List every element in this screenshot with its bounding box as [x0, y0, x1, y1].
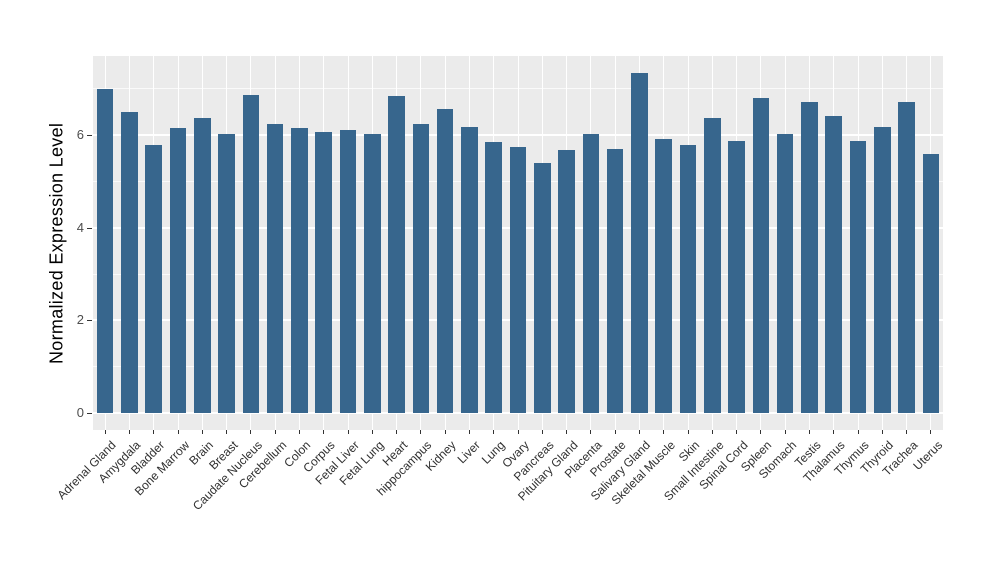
bar-thymus	[849, 141, 867, 413]
x-tick-label-liver: Liver	[455, 438, 484, 467]
bar-breast	[218, 133, 235, 413]
y-tick-label: 2	[76, 312, 84, 328]
x-tick-mark	[687, 430, 689, 434]
x-tick-mark	[930, 430, 932, 434]
x-tick-mark	[857, 430, 859, 434]
plot-panel	[93, 56, 943, 430]
bar-skeletal-muscle	[655, 138, 672, 413]
bar-cerebellum	[266, 124, 284, 413]
bar-trachea	[898, 101, 915, 413]
x-tick-mark	[590, 430, 592, 434]
bar-caudate-nucleus	[242, 95, 260, 413]
x-tick-mark	[906, 430, 908, 434]
bar-fetal-lung	[364, 133, 381, 413]
y-tick-label: 4	[76, 219, 84, 235]
bar-fetal-liver	[339, 129, 357, 413]
major-gridline	[93, 412, 943, 414]
y-tick-mark	[87, 135, 92, 137]
bar-uterus	[922, 153, 940, 413]
bar-corpus	[315, 132, 332, 413]
major-gridline	[93, 134, 943, 137]
bar-bone-marrow	[169, 128, 187, 413]
x-tick-mark	[736, 430, 738, 434]
x-tick-mark	[371, 430, 373, 434]
y-tick-mark	[87, 227, 92, 229]
bar-amygdala	[121, 111, 138, 413]
x-tick-mark	[347, 430, 349, 434]
y-tick-label: 6	[76, 127, 84, 143]
x-tick-mark	[444, 430, 446, 434]
x-tick-mark	[420, 430, 422, 434]
x-tick-mark	[541, 430, 543, 434]
x-tick-mark	[517, 430, 519, 434]
bar-placenta	[582, 133, 600, 413]
bar-stomach	[776, 133, 794, 413]
bar-pancreas	[534, 162, 551, 413]
x-tick-mark	[201, 430, 203, 434]
bar-skin	[679, 145, 697, 413]
x-tick-mark	[468, 430, 470, 434]
minor-gridline	[93, 88, 943, 90]
bar-heart	[388, 96, 405, 413]
bar-salivary-gland	[631, 73, 648, 413]
x-tick-mark	[614, 430, 616, 434]
x-tick-mark	[711, 430, 713, 434]
bar-spleen	[752, 97, 770, 413]
x-tick-mark	[566, 430, 568, 434]
bar-thalamus	[825, 115, 842, 413]
x-tick-mark	[298, 430, 300, 434]
x-tick-mark	[323, 430, 325, 434]
x-tick-mark	[881, 430, 883, 434]
y-tick-label: 0	[76, 405, 84, 420]
bar-lung	[485, 141, 502, 413]
bar-spinal-cord	[728, 141, 745, 413]
x-tick-mark	[153, 430, 155, 434]
x-tick-mark	[177, 430, 179, 434]
bar-prostate	[606, 149, 624, 413]
y-tick-mark	[87, 413, 92, 414]
bar-hippocampus	[412, 123, 430, 413]
bar-ovary	[509, 147, 527, 413]
bar-liver	[461, 127, 478, 413]
bar-pituitary-gland	[558, 150, 575, 413]
x-tick-mark	[250, 430, 252, 434]
x-tick-mark	[396, 430, 398, 434]
x-tick-mark	[274, 430, 276, 434]
x-tick-mark	[808, 430, 810, 434]
bar-colon	[291, 128, 308, 413]
bar-testis	[801, 102, 818, 413]
y-tick-mark	[87, 320, 92, 322]
x-tick-mark	[128, 430, 130, 434]
x-tick-mark	[760, 430, 762, 434]
bar-brain	[194, 118, 211, 413]
x-tick-mark	[833, 430, 835, 434]
bar-thyroid	[874, 127, 891, 413]
x-tick-mark	[663, 430, 665, 434]
bar-bladder	[145, 144, 162, 413]
x-tick-mark	[226, 430, 228, 434]
x-tick-mark	[104, 430, 106, 434]
x-tick-mark	[784, 430, 786, 434]
y-axis-title: Normalized Expression Level	[46, 122, 67, 364]
x-tick-mark	[493, 430, 495, 434]
bar-kidney	[436, 109, 454, 413]
bar-small-intestine	[704, 117, 721, 413]
bar-adrenal-gland	[96, 89, 114, 413]
x-tick-mark	[638, 430, 640, 434]
